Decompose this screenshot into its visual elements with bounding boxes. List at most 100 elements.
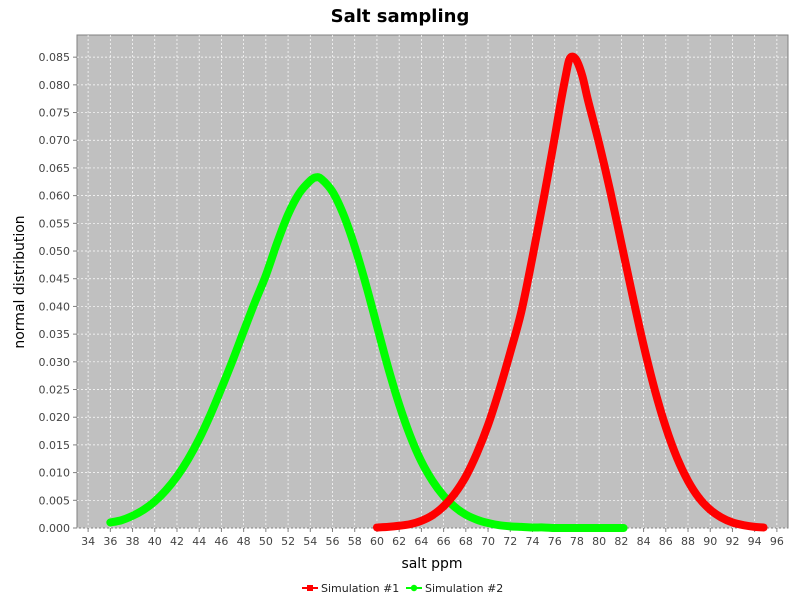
x-tick-label: 76 [548, 535, 562, 548]
series-2-point [529, 524, 536, 531]
x-tick-label: 74 [525, 535, 539, 548]
series-1-point [596, 140, 603, 147]
y-tick-label: 0.075 [39, 107, 71, 120]
x-tick-label: 52 [281, 535, 295, 548]
x-tick-label: 62 [392, 535, 406, 548]
series-1-point [573, 58, 580, 65]
x-tick-label: 46 [214, 535, 228, 548]
y-tick-label: 0.055 [39, 217, 71, 230]
series-2-point [451, 503, 458, 511]
y-tick-label: 0.010 [39, 467, 71, 480]
series-1-point [685, 477, 692, 484]
series-2-point [307, 177, 314, 184]
series-1-point [585, 97, 592, 104]
x-tick-label: 58 [348, 535, 362, 548]
series-1-point [707, 506, 714, 513]
x-tick-label: 56 [326, 535, 340, 548]
series-2-point [273, 240, 281, 247]
series-1-point [760, 524, 767, 531]
series-2-point [240, 328, 247, 335]
series-2-point [218, 385, 225, 392]
series-1-point [462, 473, 469, 480]
series-2-point [229, 357, 236, 364]
series-2-point [362, 281, 370, 288]
x-tick-label: 38 [126, 535, 140, 548]
series-2-point [429, 477, 436, 485]
x-tick-label: 96 [770, 535, 784, 548]
series-2-point [495, 522, 503, 529]
legend: Simulation #1 Simulation #2 [302, 582, 503, 595]
series-1-point [407, 521, 414, 528]
y-tick-label: 0.050 [39, 245, 71, 258]
x-tick-label: 50 [259, 535, 273, 548]
series-2-point [620, 524, 627, 532]
series-2-point [607, 524, 614, 532]
y-tick-label: 0.035 [39, 328, 71, 341]
series-1-point [507, 349, 514, 356]
y-tick-label: 0.040 [39, 300, 71, 313]
series-2-point [140, 506, 147, 513]
x-tick-label: 54 [303, 535, 317, 548]
series-2-point [262, 272, 270, 279]
series-1-point [485, 421, 492, 428]
series-2-point [129, 512, 136, 520]
series-1-point [496, 387, 503, 394]
x-tick-label: 86 [659, 535, 673, 548]
chart-title: Salt sampling [331, 6, 470, 27]
x-tick-label: 68 [459, 535, 473, 548]
series-1-point [751, 523, 758, 530]
y-tick-label: 0.065 [39, 162, 71, 175]
series-1-point [696, 495, 703, 502]
series-2-point [462, 511, 470, 518]
x-tick-label: 66 [437, 535, 451, 548]
legend-item-1: Simulation #1 [302, 582, 399, 595]
series-1-point [651, 386, 658, 393]
series-2-point [551, 524, 558, 532]
series-1-point [440, 503, 447, 510]
series-2-point [151, 498, 158, 505]
series-1-point [385, 523, 392, 530]
series-1-point [429, 512, 436, 519]
series-1-point [473, 450, 480, 457]
series-1-point [451, 490, 458, 497]
x-axis: 34 36 38 40 42 44 46 48 50 52 54 56 58 60 62 64 66 68 70 72… [81, 528, 784, 548]
series-2-point [351, 243, 358, 250]
series-2-point [284, 211, 292, 218]
series-1-point [662, 424, 669, 431]
series-2-point [295, 190, 303, 197]
x-tick-label: 42 [170, 535, 184, 548]
series-2-point [251, 299, 258, 306]
x-tick-label: 84 [637, 535, 651, 548]
legend-item-1-marker [307, 585, 313, 591]
y-tick-label: 0.045 [39, 273, 71, 286]
series-1-point [629, 292, 636, 299]
x-tick-label: 40 [148, 535, 162, 548]
x-tick-label: 44 [192, 535, 206, 548]
y-tick-label: 0.005 [39, 494, 71, 507]
x-tick-label: 80 [592, 535, 606, 548]
x-tick-label: 88 [681, 535, 695, 548]
legend-item-1-label: Simulation #1 [321, 582, 399, 595]
series-1-point [562, 72, 569, 79]
legend-item-2-label: Simulation #2 [425, 582, 503, 595]
y-tick-label: 0.000 [39, 522, 71, 535]
x-tick-label: 94 [748, 535, 762, 548]
series-layer [106, 52, 768, 533]
series-2-point [507, 523, 514, 530]
series-1-point [718, 514, 725, 521]
y-tick-label: 0.085 [39, 51, 71, 64]
legend-item-2: Simulation #2 [406, 582, 503, 595]
y-tick-label: 0.015 [39, 439, 71, 452]
x-tick-label: 36 [103, 535, 117, 548]
series-2-point [418, 458, 425, 465]
series-1-point [540, 195, 547, 202]
series-2-point [518, 523, 525, 531]
x-tick-label: 82 [614, 535, 628, 548]
x-axis-label: salt ppm [401, 556, 462, 572]
series-1-point [529, 254, 536, 261]
y-tick-label: 0.060 [39, 190, 71, 203]
series-2-point [407, 432, 414, 440]
legend-item-2-marker [410, 584, 418, 592]
series-2-point [562, 524, 570, 532]
